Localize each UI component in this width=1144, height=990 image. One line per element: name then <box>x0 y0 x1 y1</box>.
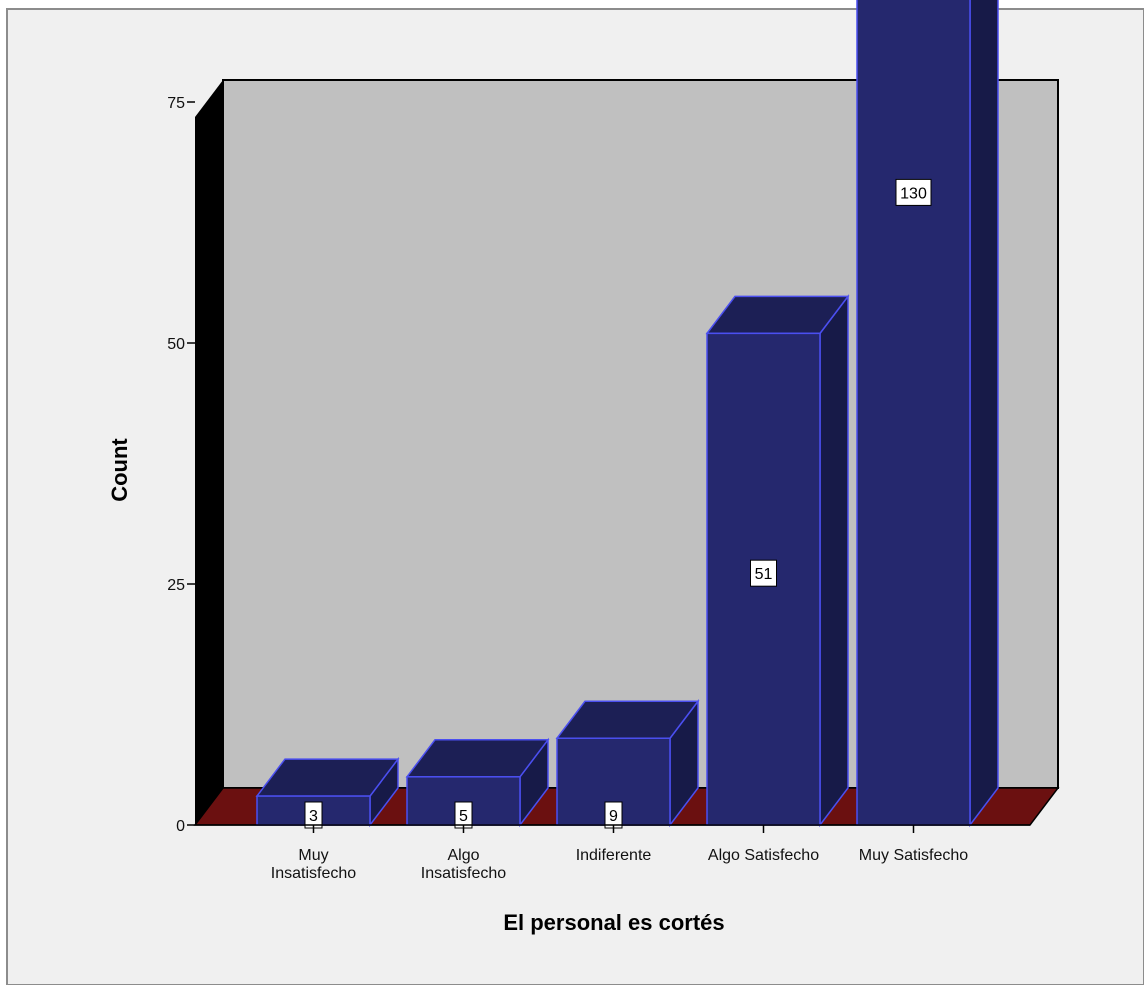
y-tick-label: 25 <box>167 577 185 594</box>
data-label: 3 <box>304 801 323 829</box>
y-axis-title: Count <box>107 438 132 502</box>
bar <box>255 756 400 828</box>
bar-side <box>969 0 999 828</box>
bar <box>555 699 700 828</box>
y-tick-label: 50 <box>167 336 185 353</box>
x-category-label: Insatisfecho <box>421 865 506 882</box>
x-category-label: Muy Satisfecho <box>859 847 968 864</box>
x-category-label: Indiferente <box>576 847 652 864</box>
x-category-label: Algo <box>447 847 479 864</box>
x-axis-title: El personal es cortés <box>503 910 724 935</box>
data-label-text: 51 <box>755 566 773 583</box>
data-label-box <box>895 178 932 206</box>
data-label-text: 3 <box>309 808 318 825</box>
x-axis: MuyInsatisfechoAlgoInsatisfechoIndiferen… <box>195 824 1030 882</box>
y-axis: 0255075100125 <box>167 95 195 835</box>
x-category-label: Muy <box>298 847 328 864</box>
bar <box>705 294 850 828</box>
data-label: 130 <box>895 178 932 206</box>
data-label: 51 <box>750 559 777 587</box>
data-label-text: 5 <box>459 808 468 825</box>
x-category-label: Algo Satisfecho <box>708 847 819 864</box>
data-label-text: 9 <box>609 808 618 825</box>
data-labels: 3 5 9 51 130 <box>304 178 932 829</box>
data-label: 9 <box>604 801 623 829</box>
bar-side <box>819 294 849 828</box>
bar-front <box>856 0 971 826</box>
data-label-text: 130 <box>900 185 927 202</box>
left-wall <box>195 80 223 825</box>
data-label-box <box>750 559 777 587</box>
data-label: 5 <box>454 801 473 829</box>
bar <box>405 737 550 828</box>
bars <box>255 0 999 828</box>
y-tick-label: 0 <box>176 818 185 835</box>
x-category-label: Insatisfecho <box>271 865 356 882</box>
y-tick-label: 75 <box>167 95 185 112</box>
bar <box>856 0 999 828</box>
